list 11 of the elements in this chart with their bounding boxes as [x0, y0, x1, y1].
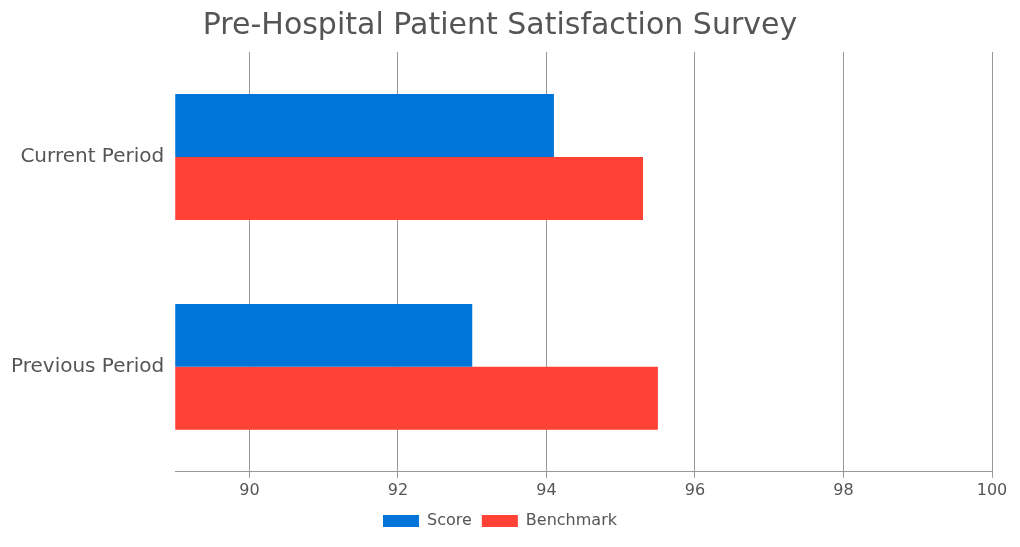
x-tick-label: 96: [684, 479, 706, 499]
x-tick-label: 90: [239, 479, 260, 499]
legend-label: Score: [427, 510, 472, 530]
x-tick-label: 100: [976, 479, 1008, 499]
chart-title: Pre-Hospital Patient Satisfaction Survey: [202, 5, 798, 41]
x-tick-label: 94: [536, 479, 557, 499]
y-tick-label: Current Period: [20, 143, 165, 168]
x-tick-label: 98: [833, 479, 854, 499]
legend-label: Benchmark: [525, 510, 618, 530]
y-tick-label: Previous Period: [10, 353, 165, 378]
x-tick-label: 92: [387, 479, 409, 499]
